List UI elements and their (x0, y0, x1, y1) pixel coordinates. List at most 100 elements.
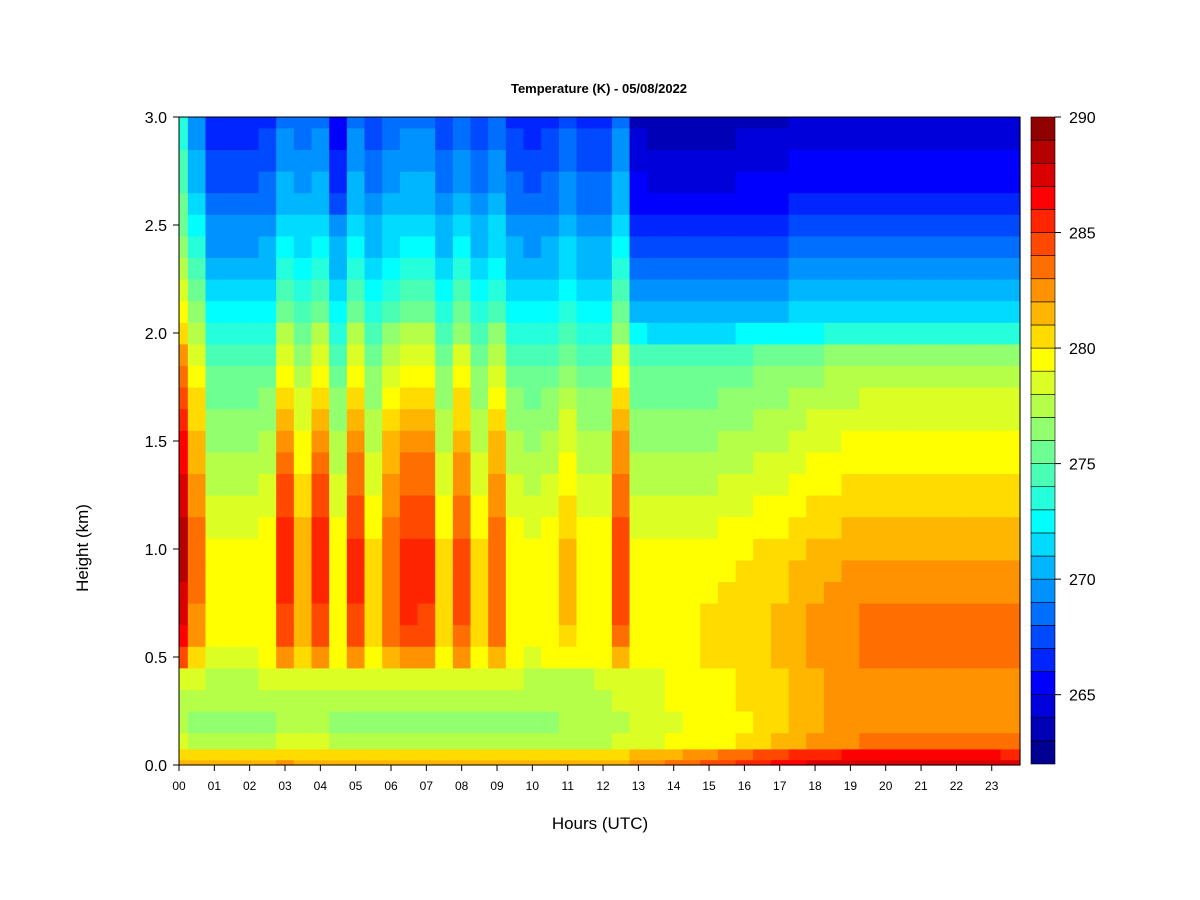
heat-cell (664, 689, 684, 712)
heat-cell (717, 365, 737, 388)
heat-cell (505, 127, 525, 150)
heat-cell (912, 581, 931, 604)
heat-cell (876, 646, 896, 669)
heat-cell (629, 516, 648, 539)
heat-cell (876, 667, 896, 690)
heat-cell (505, 689, 525, 712)
heat-cell (364, 748, 383, 761)
heat-cell (258, 711, 277, 734)
heat-cell (435, 473, 454, 496)
heat-cell (717, 343, 737, 366)
heat-cell (859, 127, 878, 150)
heat-cell (399, 235, 419, 258)
heat-cell (912, 127, 931, 150)
heat-cell (982, 495, 1002, 518)
heat-cell (382, 581, 401, 604)
heat-cell (965, 171, 984, 194)
heat-cell (1000, 711, 1021, 734)
heat-cell (276, 646, 295, 669)
heat-cell (205, 451, 224, 474)
heat-cell (823, 451, 843, 474)
heat-cell (276, 473, 295, 496)
heat-cell (912, 667, 931, 690)
heat-cell (205, 689, 224, 712)
heat-cell (947, 235, 966, 258)
heat-cell (859, 387, 878, 410)
heat-cell (417, 214, 436, 237)
heat-cell (187, 495, 207, 518)
heat-cell (329, 624, 348, 647)
heat-cell (753, 408, 772, 431)
heat-cell (417, 149, 436, 172)
heat-cell (187, 559, 207, 582)
heat-cell (179, 495, 189, 518)
heat-cell (611, 365, 631, 388)
heat-cell (965, 343, 984, 366)
heat-cell (523, 127, 542, 150)
heat-cell (523, 192, 542, 215)
heat-cell (735, 127, 754, 150)
heat-cell (488, 473, 507, 496)
heat-cell (788, 581, 807, 604)
heat-cell (700, 279, 719, 302)
heat-cell (329, 451, 348, 474)
heat-cell (293, 624, 313, 647)
heat-cell (435, 430, 454, 453)
heat-cell (806, 732, 825, 750)
heat-cell (258, 127, 277, 150)
heat-cell (505, 192, 525, 215)
heat-cell (753, 624, 772, 647)
heat-cell (859, 192, 878, 215)
heat-cell (523, 387, 542, 410)
heat-cell (700, 748, 719, 761)
heat-cell (629, 430, 648, 453)
heat-cell (929, 117, 949, 129)
heat-cell (1000, 365, 1021, 388)
heat-cell (488, 214, 507, 237)
heat-cell (1000, 214, 1021, 237)
heat-cell (329, 732, 348, 750)
heat-cell (788, 300, 807, 323)
heat-cell (311, 214, 330, 237)
heat-cell (735, 748, 754, 761)
heat-cell (576, 279, 595, 302)
heat-cell (770, 214, 790, 237)
heat-cell (1000, 117, 1021, 129)
heat-cell (488, 495, 507, 518)
heat-cell (788, 127, 807, 150)
heat-cell (452, 257, 472, 280)
heat-cell (417, 192, 436, 215)
heat-cell (258, 149, 277, 172)
heat-cell (179, 667, 189, 690)
heat-cell (682, 581, 701, 604)
heat-cell (806, 624, 825, 647)
heat-cell (311, 559, 330, 582)
colorbar-swatch (1030, 625, 1056, 649)
heat-cell (876, 624, 896, 647)
heat-cell (841, 387, 860, 410)
heat-cell (947, 732, 966, 750)
heat-cell (912, 214, 931, 237)
heat-cell (488, 646, 507, 669)
heat-cell (823, 408, 843, 431)
heat-cell (329, 214, 348, 237)
heat-cell (293, 538, 313, 561)
heat-cell (788, 365, 807, 388)
heat-cell (382, 149, 401, 172)
heat-cell (753, 365, 772, 388)
x-tick-label: 16 (738, 779, 752, 793)
heat-cell (558, 473, 578, 496)
x-axis: 00 01 02 03 04 05 06 07 08 09 10 11 12 13 14 15 16 17 18 19… (172, 765, 999, 793)
heat-cell (558, 408, 578, 431)
heat-cell (1000, 581, 1021, 604)
heat-cell (876, 127, 896, 150)
heat-cell (806, 748, 825, 761)
heat-cell (717, 473, 737, 496)
heat-cell (594, 603, 613, 626)
heat-cell (929, 559, 949, 582)
heat-cell (982, 300, 1002, 323)
heat-cell (876, 451, 896, 474)
heat-cell (611, 759, 631, 766)
heat-cell (541, 559, 560, 582)
heat-cell (982, 149, 1002, 172)
